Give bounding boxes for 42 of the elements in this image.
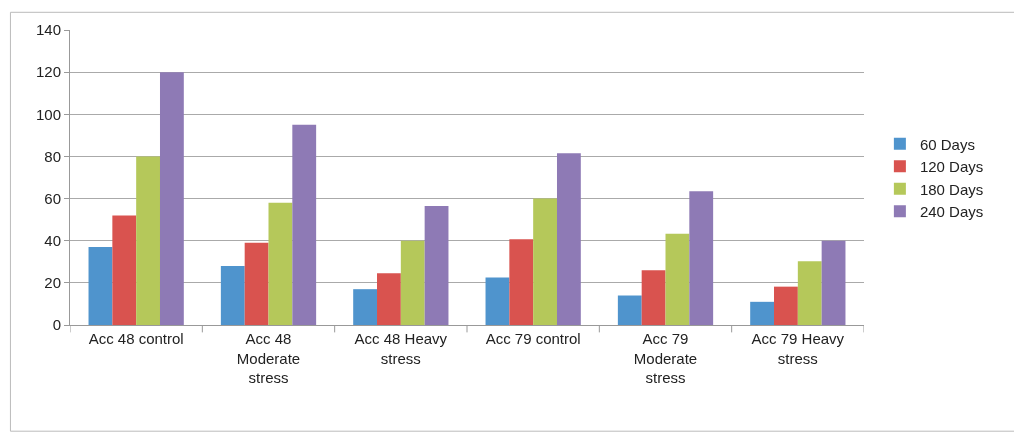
y-tick-label: 60 <box>44 189 61 207</box>
bar <box>797 261 822 325</box>
bar <box>750 301 775 325</box>
bar <box>159 72 184 325</box>
y-tick-label: 120 <box>35 63 61 81</box>
bar <box>244 242 269 325</box>
legend-label: 60 Days <box>919 135 975 153</box>
legend-label: 240 Days <box>919 203 984 221</box>
bar <box>665 233 690 325</box>
bar <box>556 153 581 325</box>
bar <box>821 240 846 325</box>
bar <box>509 239 534 325</box>
x-tick-label: Acc 79 Moderate stress <box>633 330 698 386</box>
bar <box>617 295 642 325</box>
y-tick-label: 40 <box>44 231 61 249</box>
bar <box>485 277 510 325</box>
bar <box>377 273 401 325</box>
bar <box>353 289 378 325</box>
bar <box>292 124 317 325</box>
y-tick-label: 140 <box>35 21 61 39</box>
legend-label: 180 Days <box>919 180 984 198</box>
x-tick-label: Acc 79 Heavy stress <box>751 330 845 367</box>
bar <box>112 215 137 325</box>
y-tick-label: 0 <box>52 316 61 334</box>
y-tick-label: 80 <box>44 147 61 165</box>
bar <box>220 266 245 325</box>
bar <box>400 240 425 325</box>
bar <box>533 198 557 325</box>
bar <box>641 270 666 325</box>
x-tick-label: Acc 48 Heavy stress <box>354 330 448 367</box>
x-tick-label: Acc 79 control <box>485 330 581 347</box>
bar <box>424 205 449 325</box>
bar <box>774 286 798 325</box>
bar <box>136 156 160 325</box>
bar <box>268 202 293 325</box>
bar <box>88 247 113 325</box>
legend-label: 120 Days <box>919 158 984 176</box>
y-tick-label: 100 <box>35 105 61 123</box>
x-tick-label: Acc 48 Moderate stress <box>236 330 301 386</box>
bar <box>689 191 714 325</box>
y-tick-label: 20 <box>44 274 61 292</box>
x-tick-label: Acc 48 control <box>88 330 184 347</box>
